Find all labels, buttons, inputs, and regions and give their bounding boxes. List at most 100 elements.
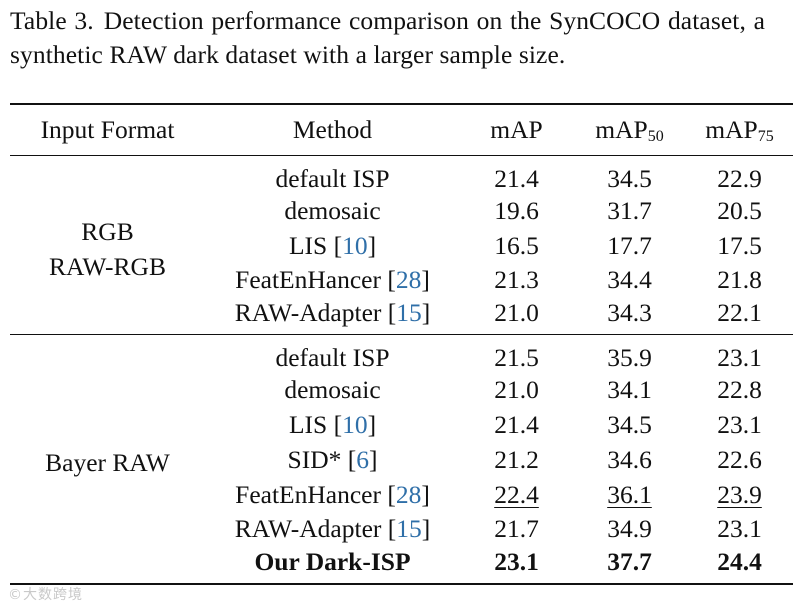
map50-value: 36.1 (607, 479, 652, 509)
value-cell-map50: 34.1 (573, 373, 686, 408)
value-cell-map75: 22.6 (686, 442, 793, 477)
header-map50: mAP50 (573, 104, 686, 155)
table-row: Bayer RAW default ISP 21.5 35.9 23.1 (10, 334, 793, 477)
method-name: FeatEnHancer (235, 265, 381, 295)
map-value: 21.5 (494, 342, 539, 372)
value-cell-map50: 37.7 (573, 547, 686, 584)
map-value: 21.4 (494, 410, 539, 440)
method-name: demosaic (284, 195, 381, 225)
table-row: SID* [6] 21.2 34.6 22.6 (10, 442, 793, 477)
value-cell-map75: 23.1 (686, 512, 793, 547)
header-map75-base: mAP (705, 114, 758, 144)
value-cell-map: 16.5 (460, 228, 573, 263)
table-row: LIS [10] 16.5 17.7 17.5 (10, 228, 793, 263)
map50-value: 17.7 (607, 230, 652, 260)
map75-value: 23.1 (717, 514, 762, 544)
input-format-label: RGB (81, 216, 134, 246)
map50-value: 34.5 (607, 410, 652, 440)
map50-value: 35.9 (607, 342, 652, 372)
map50-value: 34.9 (607, 514, 652, 544)
map50-value: 34.4 (607, 265, 652, 295)
value-cell-map: 21.3 (460, 263, 573, 298)
method-cell: default ISP (205, 155, 460, 194)
value-cell-map: 21.0 (460, 298, 573, 335)
value-cell-map75: 20.5 (686, 194, 793, 229)
value-cell-map50: 36.1 (573, 477, 686, 512)
value-cell-map50: 34.9 (573, 512, 686, 547)
table-row: LIS [10] 21.4 34.5 23.1 (10, 408, 793, 443)
map50-value: 37.7 (607, 546, 652, 576)
input-format-label: Bayer RAW (45, 448, 170, 478)
citation-link[interactable]: 28 (395, 479, 422, 509)
method-name: LIS (288, 230, 328, 260)
map75-value: 22.1 (717, 297, 762, 327)
map75-value: 23.1 (717, 342, 762, 372)
method-cell: FeatEnHancer [28] (235, 265, 430, 295)
value-cell-map: 21.5 (460, 334, 573, 373)
table-group-rgb: RGB RAW-RGB default ISP 21.4 34.5 22.9 demosai… (10, 155, 793, 334)
value-cell-map: 19.6 (460, 194, 573, 229)
value-cell-map: 21.4 (460, 408, 573, 443)
method-cell: demosaic (205, 194, 460, 229)
map-value: 21.3 (494, 265, 539, 295)
method-cell: default ISP (205, 334, 460, 373)
method-name: FeatEnHancer (235, 479, 381, 509)
citation-link[interactable]: 28 (395, 265, 422, 295)
method-name: LIS (288, 410, 328, 440)
citation-link[interactable]: 10 (342, 230, 368, 260)
map-value: 22.4 (494, 479, 539, 509)
method-name: RAW-Adapter (234, 297, 382, 327)
citation-link[interactable]: 10 (342, 410, 368, 440)
header-map75: mAP75 (686, 104, 793, 155)
header-map75-sub: 75 (757, 127, 774, 145)
map-value: 21.2 (494, 444, 539, 474)
citation-link[interactable]: 15 (396, 514, 422, 544)
method-cell: RAW-Adapter [15] (234, 297, 431, 327)
table-row: FeatEnHancer [28] 22.4 36.1 23.9 (10, 477, 793, 512)
value-cell-map50: 34.5 (573, 155, 686, 194)
method-name: SID* (287, 444, 342, 474)
map50-value: 34.6 (607, 444, 652, 474)
map50-value: 34.1 (607, 375, 652, 405)
value-cell-map75: 22.9 (686, 155, 793, 194)
value-cell-map50: 35.9 (573, 334, 686, 373)
value-cell-map75: 23.9 (686, 477, 793, 512)
value-cell-map50: 31.7 (573, 194, 686, 229)
value-cell-map75: 24.4 (686, 547, 793, 584)
value-cell-map75: 21.8 (686, 263, 793, 298)
method-cell: LIS [10] (288, 410, 377, 440)
map-value: 16.5 (494, 230, 539, 260)
value-cell-map: 21.2 (460, 442, 573, 477)
input-format-cell: RGB RAW-RGB (10, 155, 205, 334)
method-name: default ISP (275, 342, 390, 372)
value-cell-map75: 22.1 (686, 298, 793, 335)
value-cell-map50: 34.6 (573, 442, 686, 477)
method-cell: demosaic (205, 373, 460, 408)
method-cell: LIS [10] (288, 230, 377, 260)
method-name: demosaic (284, 375, 381, 405)
header-method: Method (292, 114, 373, 144)
map75-value: 23.9 (717, 479, 762, 509)
map-value: 19.6 (494, 195, 539, 225)
header-map50-sub: 50 (647, 127, 664, 145)
table-row: FeatEnHancer [28] 21.3 34.4 21.8 (10, 263, 793, 298)
map75-value: 22.9 (717, 163, 762, 193)
value-cell-map75: 23.1 (686, 408, 793, 443)
value-cell-map75: 22.8 (686, 373, 793, 408)
map-value: 21.7 (494, 514, 539, 544)
citation-link[interactable]: 15 (396, 297, 422, 327)
table-row: demosaic 21.0 34.1 22.8 (10, 373, 793, 408)
map75-value: 23.1 (717, 410, 762, 440)
map-value: 21.0 (494, 297, 539, 327)
map75-value: 24.4 (717, 546, 762, 576)
value-cell-map50: 34.5 (573, 408, 686, 443)
header-map: mAP (490, 114, 543, 144)
map50-value: 31.7 (607, 195, 652, 225)
caption-label: Table 3. (10, 6, 94, 35)
table-row: Our Dark-ISP 23.1 37.7 24.4 (10, 547, 793, 584)
map75-value: 22.8 (717, 375, 762, 405)
table-row: RAW-Adapter [15] 21.7 34.9 23.1 (10, 512, 793, 547)
table-caption: Table 3. Detection performance comparison… (10, 4, 765, 72)
header-map50-base: mAP (595, 114, 648, 144)
citation-link[interactable]: 6 (356, 444, 369, 474)
